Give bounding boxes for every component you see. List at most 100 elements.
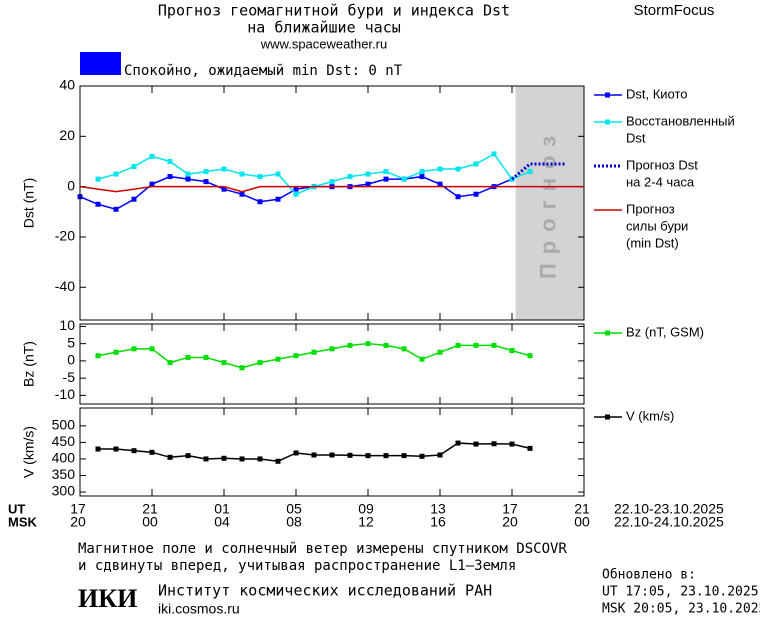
y-tick-label: 450 <box>52 433 76 449</box>
x-row-label: MSK <box>8 514 38 529</box>
point <box>221 186 227 192</box>
x-tick-label: 17 <box>502 501 518 517</box>
point <box>185 171 191 177</box>
x-tick-label: 12 <box>358 514 374 530</box>
updated: Обновлено в: <box>602 568 696 583</box>
y-axis-label: V (km/s) <box>21 426 37 478</box>
point <box>257 360 263 366</box>
point <box>275 196 281 202</box>
title-line: Прогноз геомагнитной бури и индекса Dst <box>158 2 510 20</box>
point <box>221 455 227 461</box>
site: iki.cosmos.ru <box>158 601 240 617</box>
point <box>365 341 371 347</box>
point <box>365 181 371 187</box>
y-axis-label: Bz (nT) <box>21 341 37 387</box>
point <box>131 164 137 170</box>
point <box>365 171 371 177</box>
point <box>167 454 173 460</box>
legend-label: на 2-4 часа <box>626 174 695 189</box>
point <box>437 181 443 187</box>
point <box>383 176 389 182</box>
y-tick-label: 350 <box>52 466 76 482</box>
forecast-region <box>515 86 584 320</box>
legend-label: Dst <box>626 130 646 145</box>
point <box>473 342 479 348</box>
legend-marker <box>605 92 610 98</box>
point <box>329 346 335 352</box>
point <box>185 354 191 360</box>
point <box>473 161 479 167</box>
x-tick-label: 20 <box>502 514 518 530</box>
point <box>419 169 425 175</box>
point <box>509 176 515 182</box>
point <box>527 169 533 175</box>
y-tick-label: -5 <box>63 369 76 385</box>
point <box>95 201 101 207</box>
forecast-label: Прогноз <box>536 127 561 279</box>
point <box>401 346 407 352</box>
point <box>239 365 245 371</box>
point <box>329 452 335 458</box>
legend-label: Прогноз <box>626 201 675 216</box>
point <box>203 169 209 175</box>
legend-label: Восстановленный <box>626 113 735 128</box>
point <box>149 181 155 187</box>
y-tick-label: 0 <box>67 177 75 193</box>
legend-marker <box>605 414 610 420</box>
x-tick-label: 00 <box>142 514 158 530</box>
point <box>527 445 533 451</box>
point <box>419 453 425 459</box>
legend-label: Dst, Киото <box>626 86 688 101</box>
legend-label: силы бури <box>626 218 688 233</box>
institute: Институт космических исследований РАН <box>158 582 492 600</box>
point <box>113 349 119 355</box>
point <box>509 441 515 447</box>
title-line: на ближайшие часы <box>247 19 401 37</box>
point <box>149 346 155 352</box>
point <box>455 342 461 348</box>
point <box>419 356 425 362</box>
point <box>347 174 353 180</box>
y-tick-label: 500 <box>52 417 76 433</box>
url: www.spaceweather.ru <box>260 36 387 51</box>
x-tick-label: 21 <box>574 501 590 517</box>
point <box>95 446 101 452</box>
point <box>293 186 299 192</box>
point <box>221 166 227 172</box>
point <box>95 176 101 182</box>
x-range: 22.10-24.10.2025 <box>614 514 724 530</box>
point <box>239 171 245 177</box>
footer-note: и сдвинуты вперед, учитывая распростране… <box>78 558 516 574</box>
point <box>329 179 335 185</box>
point <box>491 342 497 348</box>
point <box>131 196 137 202</box>
point <box>455 440 461 446</box>
point <box>383 342 389 348</box>
updated-ut: UT 17:05, 23.10.2025 <box>602 585 759 600</box>
point <box>347 342 353 348</box>
point <box>491 441 497 447</box>
x-tick-label: 16 <box>430 514 446 530</box>
point <box>401 176 407 182</box>
y-axis-label: Dst (nT) <box>21 178 37 229</box>
point <box>167 360 173 366</box>
series-line <box>97 342 531 369</box>
y-tick-label: 40 <box>59 77 75 93</box>
x-tick-label: 05 <box>286 501 302 517</box>
point <box>167 158 173 164</box>
y-tick-label: 10 <box>59 317 75 333</box>
point <box>347 452 353 458</box>
point <box>311 349 317 355</box>
point <box>185 176 191 182</box>
point <box>167 174 173 180</box>
y-tick-label: -10 <box>55 386 75 402</box>
plot-frame <box>79 85 585 321</box>
point <box>419 174 425 180</box>
point <box>203 456 209 462</box>
y-tick-label: 20 <box>59 127 75 143</box>
point <box>473 441 479 447</box>
legend-marker <box>605 119 610 125</box>
brand: StormFocus <box>634 2 715 19</box>
point <box>131 448 137 454</box>
